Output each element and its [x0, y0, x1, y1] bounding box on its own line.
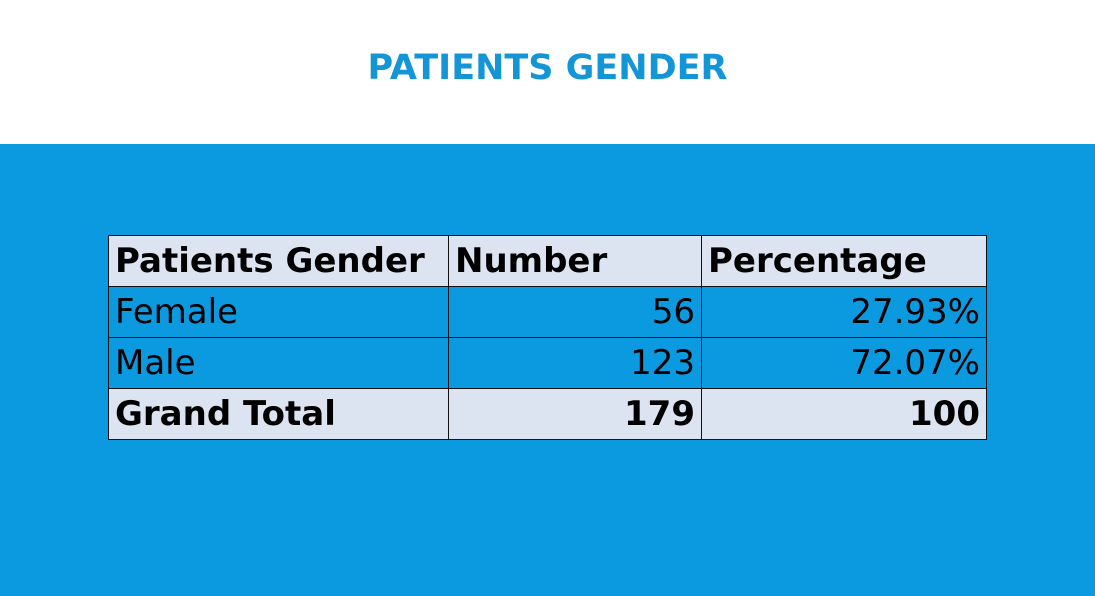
table-row: Male 123 72.07% — [108, 337, 987, 389]
column-header-percentage: Percentage — [701, 235, 987, 287]
gender-cell: Female — [108, 286, 449, 338]
grand-total-percentage: 100 — [701, 388, 987, 440]
table-row: Female 56 27.93% — [108, 286, 987, 338]
column-header-gender: Patients Gender — [108, 235, 449, 287]
percentage-cell: 27.93% — [701, 286, 987, 338]
page-title: PATIENTS GENDER — [367, 48, 728, 88]
number-cell: 56 — [448, 286, 702, 338]
grand-total-label: Grand Total — [108, 388, 449, 440]
number-cell: 123 — [448, 337, 702, 389]
percentage-cell: 72.07% — [701, 337, 987, 389]
gender-table: Patients Gender Number Percentage Female… — [108, 235, 987, 440]
grand-total-row: Grand Total 179 100 — [108, 388, 987, 440]
table-header-row: Patients Gender Number Percentage — [108, 235, 987, 287]
grand-total-number: 179 — [448, 388, 702, 440]
column-header-number: Number — [448, 235, 702, 287]
title-area: PATIENTS GENDER — [0, 0, 1095, 144]
gender-cell: Male — [108, 337, 449, 389]
